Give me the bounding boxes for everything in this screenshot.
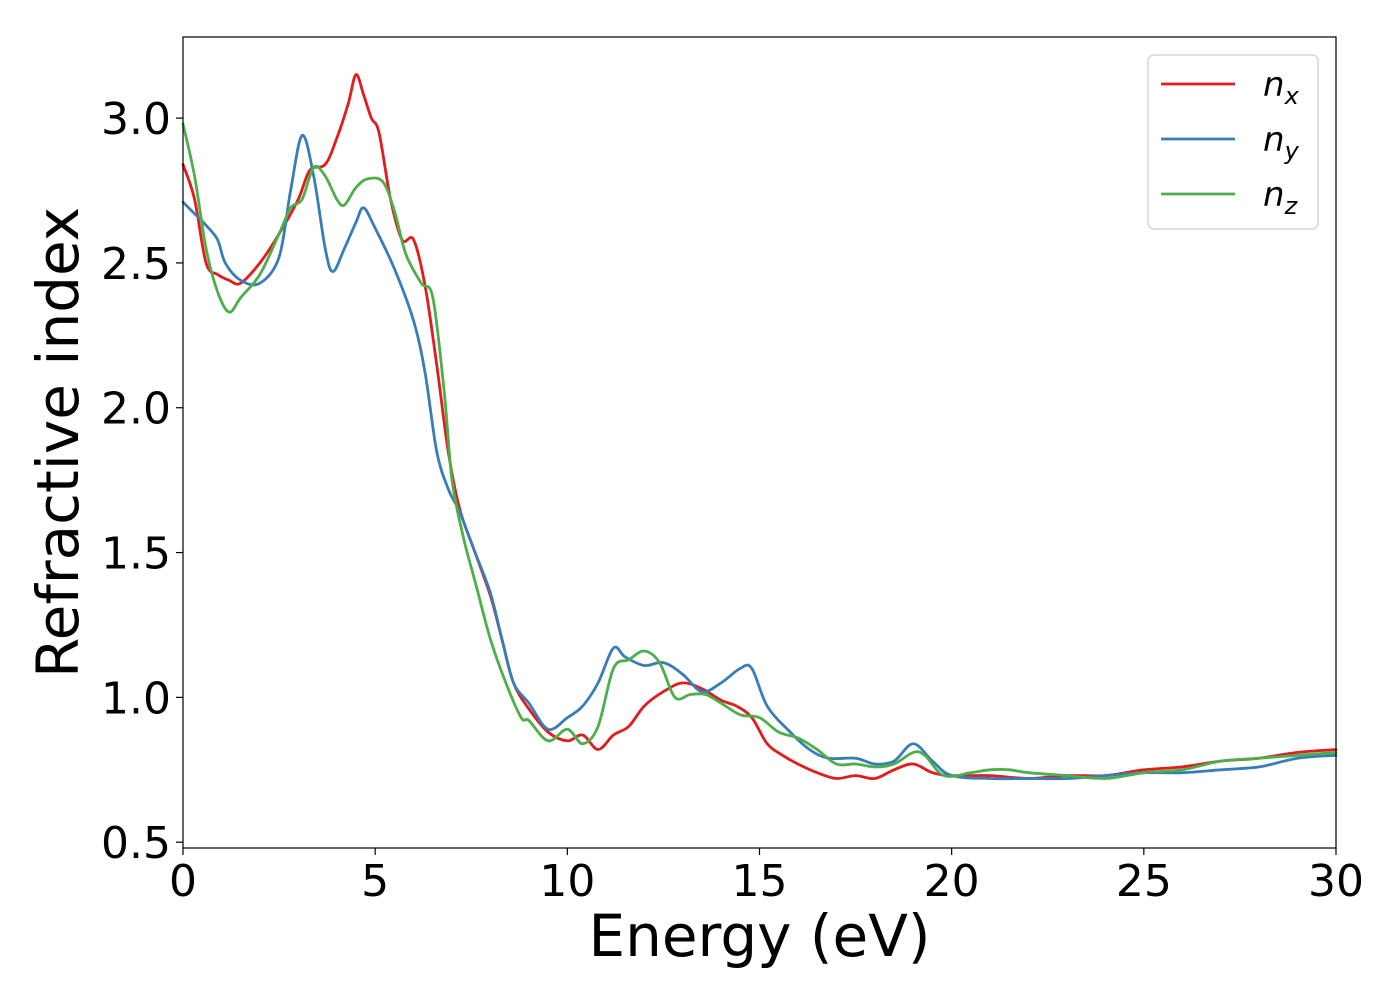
plot-lines — [181, 73, 1338, 781]
legend-item-n-y: ny — [1161, 120, 1300, 165]
y-tick-label: 2.0 — [101, 384, 171, 435]
y-axis-ticks: 0.5 1.0 1.5 2.0 2.5 3.0 — [101, 94, 183, 869]
legend-item-n-z: nz — [1161, 175, 1299, 220]
y-tick-label: 2.5 — [101, 239, 171, 290]
x-tick-label: 10 — [539, 856, 595, 907]
series-line-n-z — [181, 122, 1338, 780]
y-axis-label: Refractive index — [24, 207, 92, 678]
x-tick-label: 20 — [924, 856, 980, 907]
x-tick-label: 25 — [1116, 856, 1172, 907]
legend-box — [1147, 54, 1319, 230]
y-tick-label: 0.5 — [101, 818, 171, 869]
y-tick-label: 1.5 — [101, 529, 171, 580]
legend: nx ny nz — [1147, 54, 1319, 230]
legend-label: ny — [1263, 120, 1300, 165]
x-tick-label: 5 — [361, 856, 389, 907]
legend-label: nz — [1263, 175, 1299, 220]
y-tick-label: 3.0 — [101, 94, 171, 145]
legend-label: nx — [1263, 65, 1300, 110]
x-axis-ticks: 0 5 10 15 20 25 30 — [169, 848, 1364, 907]
x-tick-label: 30 — [1308, 856, 1364, 907]
legend-item-n-x: nx — [1161, 65, 1300, 110]
x-axis-label: Energy (eV) — [588, 902, 930, 970]
y-tick-label: 1.0 — [101, 673, 171, 724]
x-tick-label: 15 — [732, 856, 788, 907]
x-tick-label: 0 — [169, 856, 197, 907]
